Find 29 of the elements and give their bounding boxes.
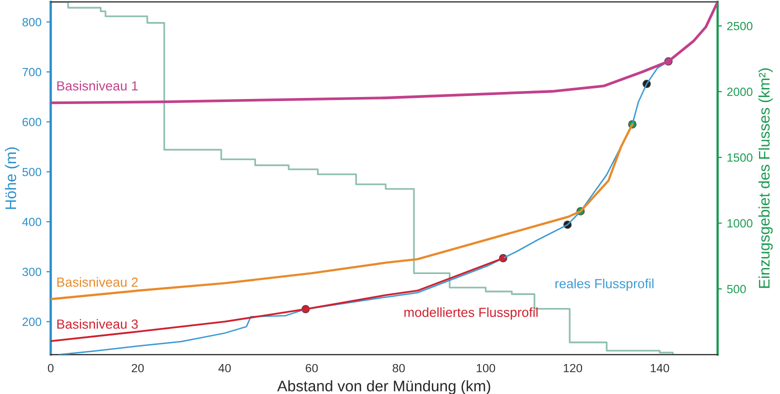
y-tick-label: 800 [22,18,42,26]
y-tick-label: 200 [22,318,42,326]
y2-axis-title: Einzugsgebiet des Flusses (km²) [758,68,773,288]
series-label: Basisniveau 3 [57,319,138,329]
y2-tick-label: 1000 [728,219,752,228]
y-tick-label: 600 [22,118,42,126]
y-tick-label: 300 [22,268,42,276]
x-tick-label: 120 [564,364,582,372]
series-label: Basisniveau 1 [57,80,138,91]
x-tick-label: 100 [476,364,496,372]
series-label: Basisniveau 2 [57,277,138,287]
y-tick-label: 400 [22,218,42,226]
text: reales Flussprofil [555,278,654,291]
x-axis-title: Abstand von der Mündung (km) [277,380,490,394]
line-series [50,2,718,104]
y2-tick-label: 2000 [727,88,752,96]
x-tick-label: 40 [218,364,231,372]
y-tick-label: 500 [22,168,42,176]
y2-tick-label: 1500 [728,153,752,162]
y2-tick-label: 2500 [727,22,752,30]
y-tick-label: 700 [22,68,42,76]
y2-tick-label: 500 [727,284,746,294]
x-tick-label: 20 [132,364,144,372]
x-tick-label: 60 [306,364,318,372]
x-tick-label: 140 [650,364,670,372]
x-tick-label: 0 [48,364,54,372]
y-axis-title: Höhe (m) [4,147,20,209]
annotation: modelliertes Flussprofil [404,307,538,320]
x-tick-label: 80 [392,364,405,372]
